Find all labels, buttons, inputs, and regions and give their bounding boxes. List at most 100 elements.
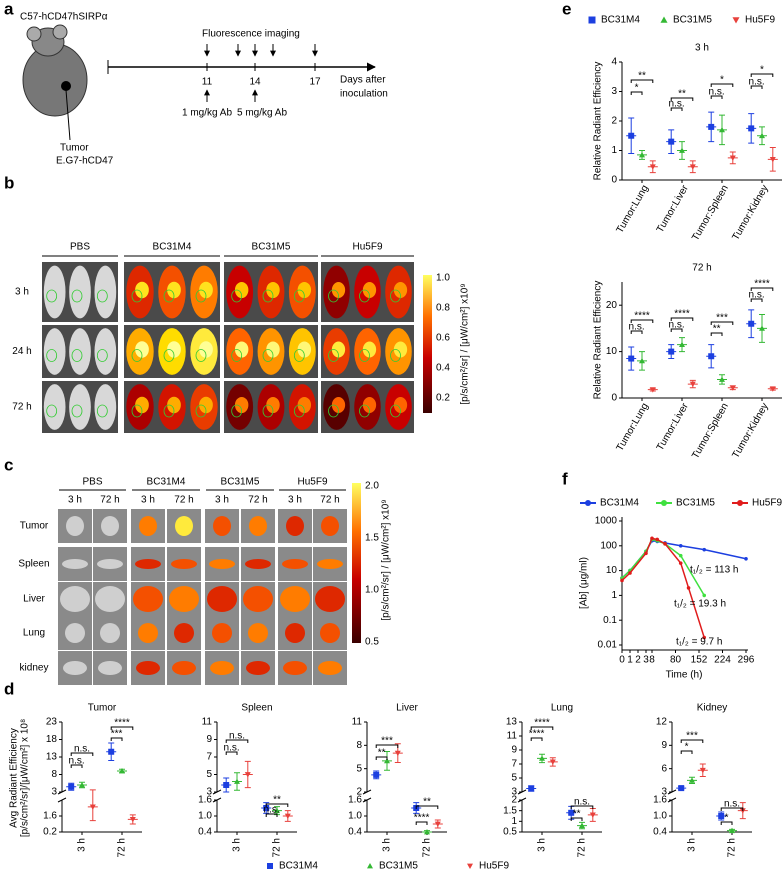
sig-bracket <box>750 73 774 77</box>
x-tick-label: 3 h <box>77 838 88 852</box>
marker <box>668 348 675 355</box>
colorbar <box>352 483 361 643</box>
x-tick-label: 3 <box>643 655 649 666</box>
legend-label: BC31M4 <box>600 498 639 509</box>
signal-spot <box>362 341 377 358</box>
y-tick-label: 9 <box>661 740 667 751</box>
marker <box>729 827 735 834</box>
marker <box>384 757 390 764</box>
sig-bracket <box>415 805 439 809</box>
sig-label: * <box>685 742 689 753</box>
x-tick-label: 3 h <box>537 838 548 852</box>
organ <box>315 586 345 612</box>
signal-spot <box>234 396 249 414</box>
x-tick-label: 1 <box>627 655 633 666</box>
axes <box>621 517 748 651</box>
marker <box>119 768 125 774</box>
organ-label: Tumor <box>20 521 49 532</box>
roi <box>46 289 58 303</box>
marker <box>528 785 535 792</box>
sig-label: n.s. <box>749 77 765 88</box>
marker <box>129 817 136 823</box>
roi <box>293 349 305 362</box>
sig-bracket <box>710 332 723 336</box>
organ <box>249 516 267 536</box>
group-label: Hu5F9 <box>297 477 327 488</box>
y-tick-label: 7 <box>511 759 517 770</box>
tumor-line-label: E.G7-hCD47 <box>56 156 114 167</box>
marker <box>649 387 656 393</box>
sig-label: ** <box>678 89 686 100</box>
sig-label: * <box>725 813 729 824</box>
organ <box>243 586 273 612</box>
sig-label: ** <box>713 324 721 335</box>
organ <box>66 516 84 536</box>
organ <box>98 661 122 675</box>
sig-bracket <box>225 751 238 755</box>
mouse-image <box>94 328 117 375</box>
signal-spot <box>331 282 346 298</box>
chart-title: Kidney <box>697 703 728 714</box>
colorbar-tick: 0.6 <box>436 333 450 344</box>
roi <box>96 289 108 303</box>
signal-spot <box>266 281 280 299</box>
marker <box>267 863 273 869</box>
point <box>702 635 707 640</box>
sig-label: *** <box>716 313 728 324</box>
mouse-image <box>43 384 66 430</box>
sig-bracket <box>630 91 643 95</box>
time-label: 3 h <box>141 495 155 506</box>
y-tick-label: 2 <box>511 795 517 806</box>
organ <box>286 516 304 536</box>
point <box>702 593 707 598</box>
y-tick-label: 1.6 <box>348 795 362 806</box>
organ <box>321 516 339 536</box>
y-tick-label: 1 <box>611 145 617 156</box>
mouse-image <box>94 384 117 430</box>
marker <box>628 132 635 139</box>
half-life-label: t₁/₂ = 9.7 h <box>676 637 722 648</box>
x-tick-label: Tumor:Liver <box>655 183 691 235</box>
sig-label: n.s. <box>724 799 740 810</box>
signal-spot <box>393 397 408 413</box>
roi <box>195 349 207 362</box>
organ <box>136 661 160 675</box>
marker <box>668 138 675 145</box>
sig-label: * <box>760 65 764 76</box>
roi <box>262 289 274 303</box>
marker <box>373 771 380 778</box>
group-label: BC31M5 <box>221 477 260 488</box>
panel-label: c <box>4 455 13 474</box>
y-tick-label: 0.4 <box>348 827 362 838</box>
sig-label: * <box>720 75 724 86</box>
sig-bracket <box>630 319 654 323</box>
colorbar <box>423 275 432 413</box>
signal-spot <box>266 396 280 414</box>
sig-bracket <box>375 744 399 748</box>
sig-bracket <box>375 756 388 760</box>
group-label: BC31M5 <box>252 242 291 253</box>
organ <box>60 586 90 612</box>
marker <box>639 151 645 158</box>
roi <box>131 289 143 303</box>
sig-bracket <box>670 97 694 101</box>
signal-spot <box>199 396 213 414</box>
marker <box>434 821 441 827</box>
day-label: 14 <box>249 77 261 88</box>
marker <box>689 164 696 170</box>
chart-title: 72 h <box>692 263 711 274</box>
imaging-label: Fluorescence imaging <box>202 29 300 40</box>
organ <box>246 661 270 675</box>
marker <box>748 320 755 327</box>
y-tick-label: 100 <box>600 540 617 551</box>
organ-label: Spleen <box>18 559 49 570</box>
mouse-image <box>43 265 66 319</box>
sig-bracket <box>750 287 774 291</box>
mouse-illustration <box>22 24 88 141</box>
roi <box>231 289 243 303</box>
y-axis-label: Avg Radiant Efficiency <box>9 728 20 828</box>
group-label: PBS <box>82 477 102 488</box>
sig-bracket <box>630 79 654 83</box>
sig-bracket <box>670 328 683 332</box>
x-tick-label: 72 h <box>272 838 283 857</box>
